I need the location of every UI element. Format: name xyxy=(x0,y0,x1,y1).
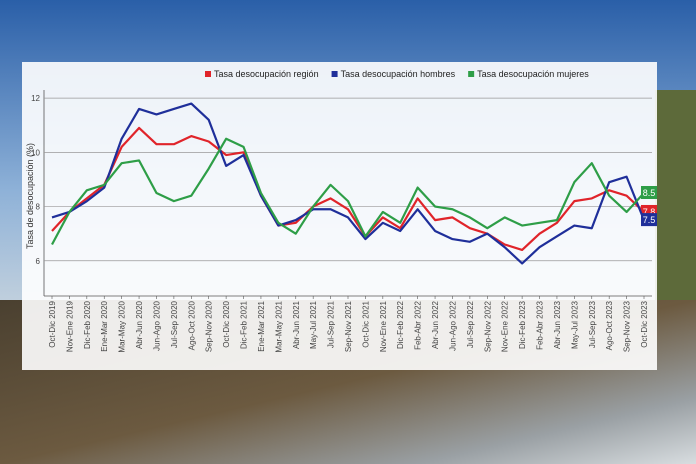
x-tick-label: Sep-Nov 2020 xyxy=(205,300,214,352)
x-tick-label: Jul-Sep 2021 xyxy=(327,300,336,348)
legend-swatch xyxy=(331,71,338,77)
x-tick-label: Ago-Oct 2020 xyxy=(187,300,196,350)
x-tick-label: Ene-Mar 2020 xyxy=(100,300,109,351)
y-tick-label: 12 xyxy=(31,94,40,103)
x-tick-label: Oct-Dic 2019 xyxy=(48,300,57,347)
x-tick-label: Jun-Ago 2020 xyxy=(152,300,161,350)
y-axis-label: Tasa de desocupación (%) xyxy=(25,143,35,249)
x-tick-label: Abr-Jun 2021 xyxy=(292,300,301,349)
legend-label: Tasa desocupación hombres xyxy=(341,69,456,79)
y-tick-label: 10 xyxy=(31,148,40,157)
legend-swatch xyxy=(205,71,211,77)
x-tick-label: Oct-Dic 2021 xyxy=(361,300,370,347)
x-tick-label: Abr-Jun 2022 xyxy=(431,300,440,349)
legend-label: Tasa desocupación región xyxy=(214,69,319,79)
x-tick-label: Mar-May 2020 xyxy=(118,300,127,352)
x-tick-label: Dic-Feb 2022 xyxy=(396,300,405,349)
x-tick-label: Jun-Ago 2022 xyxy=(448,300,457,350)
x-tick-label: Jul-Sep 2023 xyxy=(588,300,597,348)
x-tick-label: Feb-Abr 2022 xyxy=(414,300,423,349)
x-tick-label: May-Jul 2023 xyxy=(570,300,579,349)
x-tick-label: Jul-Sep 2020 xyxy=(170,300,179,348)
series-line xyxy=(51,137,645,246)
chart: Tasa de desocupación (%) 6 8 10 12 Oct-Dic 2… xyxy=(25,69,657,353)
chart-panel xyxy=(22,62,657,370)
legend-swatch xyxy=(468,71,475,77)
x-tick-label: Jul-Sep 2022 xyxy=(466,300,475,348)
x-tick-label: Nov-Ene 2019 xyxy=(65,300,74,352)
series-line xyxy=(51,102,646,265)
legend-label: Tasa desocupación mujeres xyxy=(477,69,589,79)
x-tick-label: Dic-Feb 2021 xyxy=(240,300,249,349)
x-tick-label: Sep-Nov 2023 xyxy=(623,300,632,352)
end-label-box xyxy=(641,213,657,227)
x-tick-label: Abr-Jun 2020 xyxy=(135,300,144,349)
x-tick-label: Ene-Mar 2021 xyxy=(257,300,266,351)
x-tick-label: May-Jul 2021 xyxy=(309,300,318,349)
x-tick-label: Sep-Nov 2021 xyxy=(344,300,353,352)
x-tick-label: Sep-Nov 2022 xyxy=(483,300,492,352)
end-label: 7.8 xyxy=(643,207,656,217)
series-line xyxy=(51,126,645,252)
end-label: 7.5 xyxy=(643,215,656,225)
end-label-box xyxy=(641,186,657,199)
x-tick-label: Mar-May 2021 xyxy=(274,300,283,352)
x-tick-label: Nov-Ene 2022 xyxy=(501,300,510,352)
end-label: 8.5 xyxy=(643,188,656,198)
y-tick-label: 8 xyxy=(36,203,41,212)
x-tick-label: Dic-Feb 2023 xyxy=(518,300,527,349)
x-tick-label: Oct-Dic 2020 xyxy=(222,300,231,347)
x-tick-label: Dic-Feb 2020 xyxy=(83,300,92,349)
x-tick-label: Ago-Oct 2023 xyxy=(605,300,614,350)
x-tick-label: Oct-Dic 2023 xyxy=(640,300,649,347)
y-tick-label: 6 xyxy=(36,257,41,266)
background-trees xyxy=(655,90,696,300)
x-tick-label: Nov-Ene 2021 xyxy=(379,300,388,352)
x-tick-label: Feb-Abr 2023 xyxy=(536,300,545,349)
x-tick-label: Abr-Jun 2023 xyxy=(553,300,562,349)
